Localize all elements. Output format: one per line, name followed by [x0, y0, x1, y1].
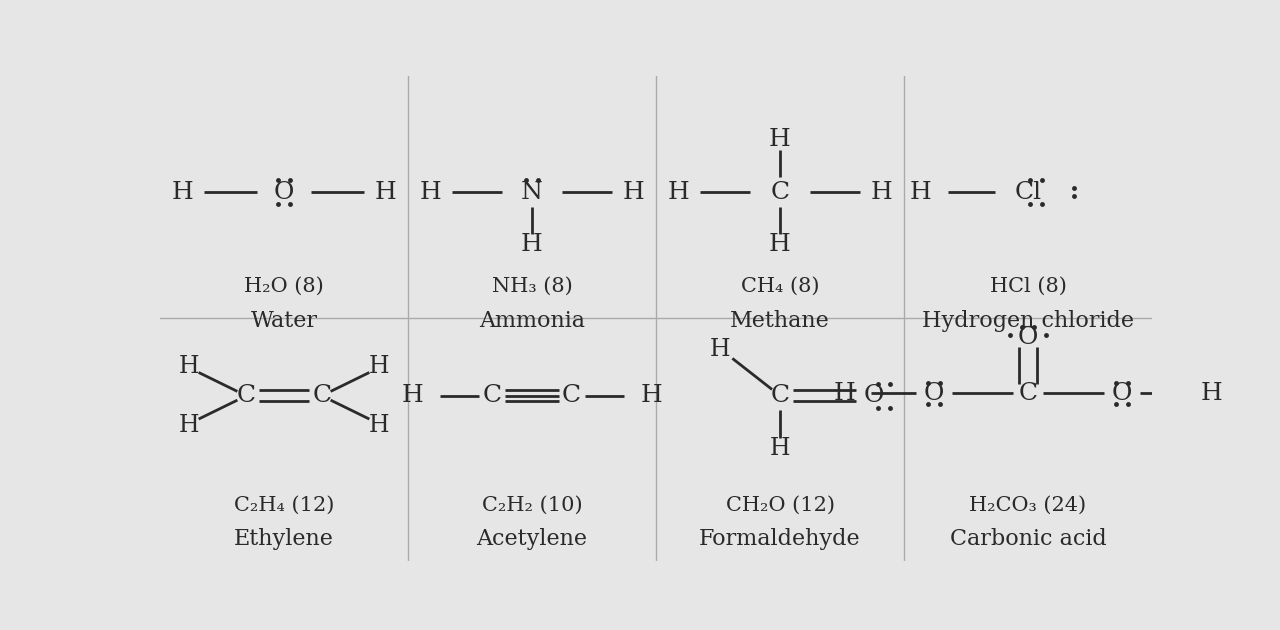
- Text: Ethylene: Ethylene: [234, 528, 334, 550]
- Text: H: H: [870, 181, 892, 203]
- Text: O: O: [274, 181, 294, 203]
- Text: H: H: [369, 355, 389, 377]
- Text: C: C: [771, 384, 790, 407]
- Text: H: H: [668, 181, 690, 203]
- Text: C: C: [562, 384, 581, 407]
- Text: H: H: [1201, 382, 1222, 405]
- Text: O: O: [1018, 326, 1038, 349]
- Text: H: H: [420, 181, 442, 203]
- Text: C₂H₄ (12): C₂H₄ (12): [234, 495, 334, 515]
- Text: H₂CO₃ (24): H₂CO₃ (24): [969, 495, 1087, 515]
- Text: CH₄ (8): CH₄ (8): [741, 277, 819, 296]
- Text: Methane: Methane: [730, 309, 829, 331]
- Text: C: C: [771, 181, 790, 203]
- Text: HCl (8): HCl (8): [989, 277, 1066, 296]
- Text: H: H: [172, 181, 193, 203]
- Text: O: O: [864, 384, 884, 407]
- Text: H: H: [769, 437, 790, 460]
- Text: H: H: [622, 181, 644, 203]
- Text: C: C: [483, 384, 502, 407]
- Text: Water: Water: [251, 309, 317, 331]
- Text: NH₃ (8): NH₃ (8): [492, 277, 572, 296]
- Text: Carbonic acid: Carbonic acid: [950, 528, 1106, 550]
- Text: H: H: [178, 414, 198, 437]
- Text: C₂H₂ (10): C₂H₂ (10): [481, 495, 582, 515]
- Text: H: H: [402, 384, 424, 407]
- Text: O: O: [924, 382, 943, 405]
- Text: H: H: [710, 338, 731, 361]
- Text: H: H: [769, 233, 791, 256]
- Text: Ammonia: Ammonia: [479, 309, 585, 331]
- Text: N: N: [521, 181, 543, 203]
- Text: H₂O (8): H₂O (8): [244, 277, 324, 296]
- Text: H: H: [833, 382, 855, 405]
- Text: H: H: [374, 181, 396, 203]
- Text: O: O: [1112, 382, 1133, 405]
- Text: Acetylene: Acetylene: [476, 528, 588, 550]
- Text: H: H: [369, 414, 389, 437]
- Text: H: H: [178, 355, 198, 377]
- Text: H: H: [769, 128, 791, 151]
- Text: Cl: Cl: [1015, 181, 1042, 203]
- Text: CH₂O (12): CH₂O (12): [726, 495, 835, 515]
- Text: H: H: [640, 384, 662, 407]
- Text: Hydrogen chloride: Hydrogen chloride: [922, 309, 1134, 331]
- Text: C: C: [1019, 382, 1038, 405]
- Text: H: H: [521, 233, 543, 256]
- Text: Formaldehyde: Formaldehyde: [699, 528, 861, 550]
- Text: C: C: [237, 384, 256, 407]
- Text: C: C: [312, 384, 332, 407]
- Text: H: H: [910, 181, 932, 203]
